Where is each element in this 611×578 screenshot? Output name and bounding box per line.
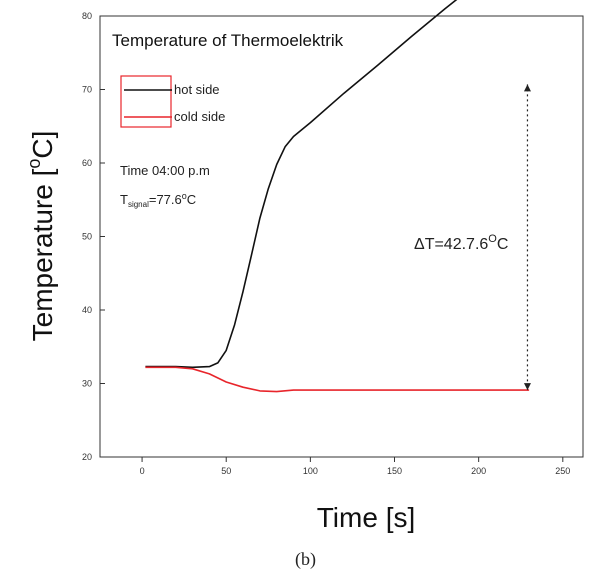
legend-label-hot-side: hot side bbox=[174, 82, 220, 97]
delta-t-annotation: ΔT=42.7.6OC bbox=[414, 233, 508, 253]
x-tick-label: 250 bbox=[555, 466, 570, 476]
legend-box bbox=[120, 75, 172, 128]
series-line-cold-side bbox=[145, 366, 530, 393]
axis-ticks: 0 50 100 150 200 250 20 30 40 50 60 70 80 bbox=[82, 11, 570, 476]
delta-t-arrowhead-top bbox=[523, 84, 531, 92]
legend-label-cold-side: cold side bbox=[174, 109, 225, 124]
y-tick-label: 70 bbox=[82, 85, 92, 95]
x-axis-title: Time [s] bbox=[317, 502, 416, 533]
series-lines bbox=[145, 0, 530, 393]
legend: hot side cold side bbox=[120, 75, 225, 128]
y-axis-title: Temperature [oC] bbox=[24, 131, 58, 342]
x-tick-label: 200 bbox=[471, 466, 486, 476]
x-tick-label: 0 bbox=[140, 466, 145, 476]
x-tick-label: 150 bbox=[387, 466, 402, 476]
tsignal-annotation: Tsignal=77.6oC bbox=[120, 191, 196, 209]
y-tick-label: 50 bbox=[82, 232, 92, 242]
delta-t-arrowhead-bottom bbox=[523, 383, 531, 391]
y-tick-label: 20 bbox=[82, 452, 92, 462]
y-tick-label: 40 bbox=[82, 305, 92, 315]
chart-title: Temperature of Thermoelektrik bbox=[112, 31, 344, 50]
time-annotation: Time 04:00 p.m bbox=[120, 163, 210, 178]
y-tick-label: 80 bbox=[82, 11, 92, 21]
y-tick-label: 30 bbox=[82, 379, 92, 389]
x-tick-label: 100 bbox=[303, 466, 318, 476]
delta-t-arrow bbox=[523, 84, 531, 391]
temperature-chart: 0 50 100 150 200 250 20 30 40 50 60 70 80 Temperatur… bbox=[24, 0, 584, 533]
x-tick-label: 50 bbox=[221, 466, 231, 476]
series-line-hot-side bbox=[145, 0, 458, 369]
figure-caption: (b) bbox=[295, 549, 316, 569]
y-tick-label: 60 bbox=[82, 158, 92, 168]
